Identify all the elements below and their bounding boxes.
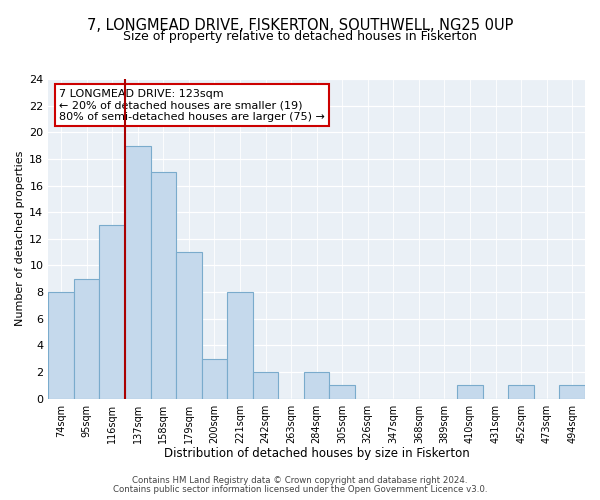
Text: Size of property relative to detached houses in Fiskerton: Size of property relative to detached ho… [123, 30, 477, 43]
Bar [151, 172, 176, 398]
Y-axis label: Number of detached properties: Number of detached properties [15, 151, 25, 326]
Text: Contains public sector information licensed under the Open Government Licence v3: Contains public sector information licen… [113, 485, 487, 494]
Bar [48, 292, 74, 399]
Bar [253, 372, 278, 398]
Text: 7 LONGMEAD DRIVE: 123sqm
← 20% of detached houses are smaller (19)
80% of semi-d: 7 LONGMEAD DRIVE: 123sqm ← 20% of detach… [59, 88, 325, 122]
Bar [559, 386, 585, 398]
Bar [74, 278, 100, 398]
Bar [125, 146, 151, 398]
Bar [227, 292, 253, 399]
X-axis label: Distribution of detached houses by size in Fiskerton: Distribution of detached houses by size … [164, 447, 470, 460]
Text: 7, LONGMEAD DRIVE, FISKERTON, SOUTHWELL, NG25 0UP: 7, LONGMEAD DRIVE, FISKERTON, SOUTHWELL,… [87, 18, 513, 32]
Bar [329, 386, 355, 398]
Bar [304, 372, 329, 398]
Bar [457, 386, 483, 398]
Bar [100, 226, 125, 398]
Bar [176, 252, 202, 398]
Text: Contains HM Land Registry data © Crown copyright and database right 2024.: Contains HM Land Registry data © Crown c… [132, 476, 468, 485]
Bar [202, 358, 227, 399]
Bar [508, 386, 534, 398]
